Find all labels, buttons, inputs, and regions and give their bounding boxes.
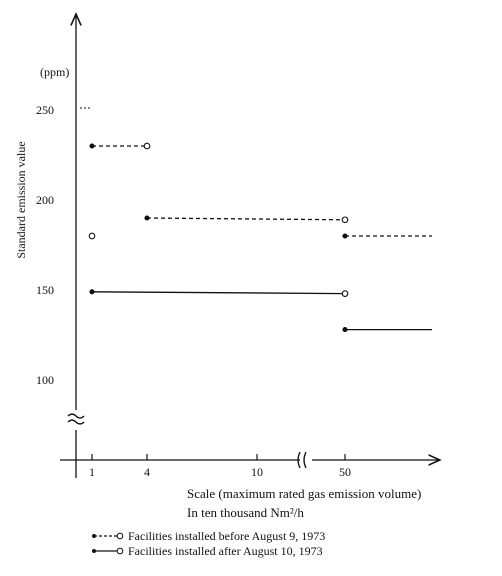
x-unit: In ten thousand Nm²/h bbox=[187, 505, 304, 520]
legend-label: Facilities installed before August 9, 19… bbox=[128, 529, 325, 543]
filled-endpoint bbox=[89, 143, 95, 149]
legend-dot bbox=[92, 549, 96, 553]
open-endpoint bbox=[341, 216, 349, 224]
x-label: Scale (maximum rated gas emission volume… bbox=[187, 486, 421, 501]
y-tick-label: 200 bbox=[36, 193, 54, 207]
y-label: Standard emission value bbox=[14, 141, 28, 258]
y-unit: (ppm) bbox=[40, 65, 69, 79]
y-tick-label: 100 bbox=[36, 373, 54, 387]
legend-circle bbox=[116, 532, 124, 540]
open-endpoint bbox=[341, 290, 349, 297]
legend-circle bbox=[116, 547, 124, 555]
filled-endpoint bbox=[342, 327, 348, 333]
filled-endpoint bbox=[342, 233, 348, 239]
legend-dot bbox=[92, 534, 96, 538]
open-endpoint bbox=[143, 142, 151, 150]
x-tick-label: 4 bbox=[144, 465, 150, 479]
y-tick-label: 250 bbox=[36, 103, 54, 117]
filled-endpoint bbox=[144, 215, 150, 221]
y-tick-label: 150 bbox=[36, 283, 54, 297]
open-endpoint bbox=[88, 232, 96, 240]
x-axis-break bbox=[297, 451, 307, 469]
x-tick-label: 10 bbox=[251, 465, 263, 479]
y-axis-break bbox=[67, 413, 85, 425]
x-tick-label: 1 bbox=[89, 465, 95, 479]
segment-line bbox=[91, 291, 346, 295]
x-tick-label: 50 bbox=[339, 465, 351, 479]
filled-endpoint bbox=[89, 289, 95, 295]
segment-line bbox=[146, 217, 346, 221]
legend-label: Facilities installed after August 10, 19… bbox=[128, 544, 323, 558]
